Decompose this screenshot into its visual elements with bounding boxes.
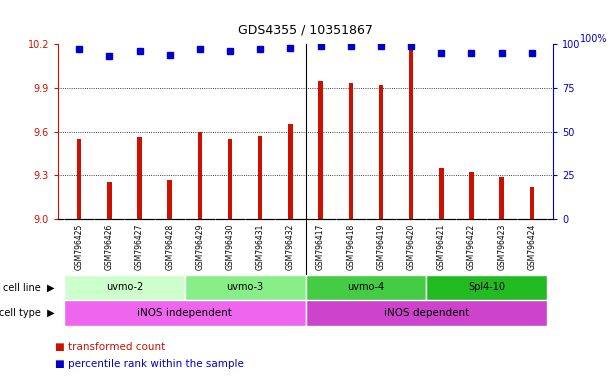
Text: cell type  ▶: cell type ▶ [0, 308, 55, 318]
Text: uvmo-4: uvmo-4 [347, 282, 384, 293]
Text: GSM796432: GSM796432 [286, 223, 295, 270]
Text: uvmo-2: uvmo-2 [106, 282, 143, 293]
Text: ■ percentile rank within the sample: ■ percentile rank within the sample [55, 359, 244, 369]
Bar [197, 132, 202, 219]
Text: GSM796420: GSM796420 [407, 223, 415, 270]
Text: GSM796417: GSM796417 [316, 223, 325, 270]
Text: GSM796429: GSM796429 [196, 223, 204, 270]
Text: GSM796430: GSM796430 [225, 223, 235, 270]
Text: uvmo-3: uvmo-3 [227, 282, 264, 293]
Text: GSM796418: GSM796418 [346, 223, 355, 270]
Bar [379, 85, 383, 219]
Text: GSM796424: GSM796424 [527, 223, 536, 270]
Bar [499, 177, 504, 219]
Text: GSM796423: GSM796423 [497, 223, 506, 270]
Text: GSM796427: GSM796427 [135, 223, 144, 270]
Bar [64, 275, 185, 300]
Bar [64, 300, 306, 326]
Bar [469, 172, 474, 219]
Text: GSM796425: GSM796425 [75, 223, 84, 270]
Bar [409, 47, 414, 219]
Text: GSM796421: GSM796421 [437, 223, 446, 270]
Bar [77, 139, 81, 219]
Bar [439, 168, 444, 219]
Text: GSM796428: GSM796428 [165, 223, 174, 270]
Bar [318, 81, 323, 219]
Bar [306, 300, 547, 326]
Text: cell line  ▶: cell line ▶ [4, 282, 55, 293]
Text: GSM796419: GSM796419 [376, 223, 386, 270]
Bar [228, 139, 232, 219]
Text: Spl4-10: Spl4-10 [468, 282, 505, 293]
Bar [426, 275, 547, 300]
Bar [258, 136, 263, 219]
Bar [185, 275, 306, 300]
Bar [167, 180, 172, 219]
Text: iNOS dependent: iNOS dependent [384, 308, 469, 318]
Text: GSM796431: GSM796431 [256, 223, 265, 270]
Text: iNOS independent: iNOS independent [137, 308, 232, 318]
Text: ■ transformed count: ■ transformed count [55, 342, 165, 352]
Bar [107, 182, 112, 219]
Bar [348, 83, 353, 219]
Bar [288, 124, 293, 219]
Text: GDS4355 / 10351867: GDS4355 / 10351867 [238, 23, 373, 36]
Text: GSM796426: GSM796426 [105, 223, 114, 270]
Text: GSM796422: GSM796422 [467, 223, 476, 270]
Bar [306, 275, 426, 300]
Text: 100%: 100% [580, 34, 608, 44]
Bar [137, 137, 142, 219]
Bar [530, 187, 534, 219]
